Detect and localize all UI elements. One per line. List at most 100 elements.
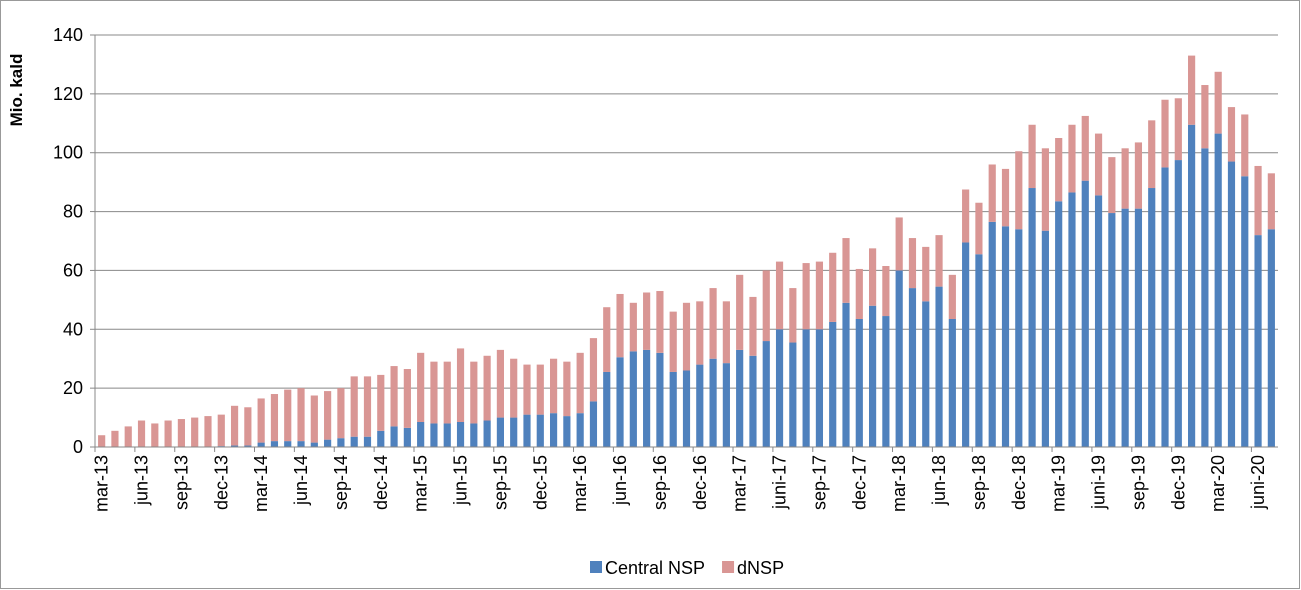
bar-segment xyxy=(802,263,810,330)
bar-segment xyxy=(1081,115,1089,181)
bar-segment xyxy=(1148,188,1156,447)
bar-segment xyxy=(1227,161,1236,448)
bar-segment xyxy=(549,413,558,447)
bar-segment xyxy=(869,248,877,306)
bar-segment xyxy=(1015,229,1023,447)
bar-segment xyxy=(403,369,411,428)
x-tick-label: dec-16 xyxy=(690,455,710,510)
bar-segment xyxy=(802,329,810,447)
bar-segment xyxy=(815,261,824,330)
bar-segment xyxy=(244,407,252,446)
bar-segment xyxy=(656,352,664,447)
bar-segment xyxy=(1134,208,1143,447)
bar-segment xyxy=(616,293,624,358)
y-tick-label: 40 xyxy=(63,319,83,339)
x-tick-label: jun-18 xyxy=(929,455,949,506)
y-tick-label: 0 xyxy=(73,437,83,457)
x-tick-label: dec-18 xyxy=(1009,455,1029,510)
bar-segment xyxy=(456,348,465,422)
bar-segment xyxy=(563,416,571,447)
bar-segment xyxy=(510,417,518,447)
x-tick-label: sep-15 xyxy=(490,455,510,510)
legend-label: Central NSP xyxy=(605,558,705,578)
bar-segment xyxy=(257,442,265,447)
bar-segment xyxy=(217,414,225,447)
bar-segment xyxy=(948,318,956,447)
bar-segment xyxy=(549,358,558,414)
y-axis-label: Mio. kald xyxy=(7,54,26,127)
x-tick-label: dec-15 xyxy=(530,455,550,510)
bar-segment xyxy=(1214,133,1222,448)
bar-segment xyxy=(337,438,345,447)
bar-segment xyxy=(111,430,119,447)
x-tick-label: sep-13 xyxy=(171,455,191,510)
bar-segment xyxy=(775,261,784,330)
x-tick-label: jun-13 xyxy=(132,455,152,506)
x-tick-label: mar-17 xyxy=(730,455,750,512)
axes: 0 20 40 60 80 100 120 140 mar-13 jun-13 sep-13 dec-… xyxy=(53,25,1278,578)
bar-segment xyxy=(589,338,598,402)
bar-segment xyxy=(749,355,757,447)
bar-segment xyxy=(124,426,132,447)
bar-segment xyxy=(815,329,824,447)
bar-segment xyxy=(244,445,252,447)
bar-segment xyxy=(456,421,465,447)
x-tick-label: mar-18 xyxy=(889,455,909,512)
bar-segment xyxy=(1241,114,1249,177)
bar-segment xyxy=(1174,98,1182,161)
bar-segment xyxy=(1134,142,1143,209)
x-tick-label: sep-17 xyxy=(809,455,829,510)
bar-segment xyxy=(443,361,451,424)
bar-segment xyxy=(496,349,504,418)
bar-segment xyxy=(270,394,279,442)
bar-segment xyxy=(310,395,318,443)
bar-segment xyxy=(430,423,438,447)
bar-segment xyxy=(1174,160,1182,448)
bar-segment xyxy=(1161,167,1169,447)
y-tick-label: 100 xyxy=(53,143,83,163)
x-tick-label: jun-16 xyxy=(610,455,630,506)
bar-segment xyxy=(855,268,863,319)
bar-segment xyxy=(882,316,890,447)
bar-segment xyxy=(975,254,983,447)
bar-segment xyxy=(284,441,292,447)
bar-segment xyxy=(775,329,784,447)
bar-segment xyxy=(98,435,106,447)
bar-segment xyxy=(363,436,372,447)
x-tick-label: mar-20 xyxy=(1208,455,1228,512)
bar-segment xyxy=(1267,229,1275,447)
bar-segment xyxy=(935,235,943,287)
bar-segment xyxy=(257,398,265,443)
bar-segment xyxy=(470,423,478,447)
bar-segment xyxy=(869,305,877,447)
x-tick-label: mar-15 xyxy=(411,455,431,512)
x-tick-label: sep-16 xyxy=(650,455,670,510)
bar-segment xyxy=(696,364,704,447)
bar-segment xyxy=(563,361,571,417)
y-tick-label: 80 xyxy=(63,202,83,222)
bar-segment xyxy=(1254,165,1262,236)
bar-segment xyxy=(204,416,212,447)
bar-segment xyxy=(417,352,425,422)
bar-segment xyxy=(1201,148,1209,448)
bar-segment xyxy=(417,421,425,447)
x-tick-label: juni-20 xyxy=(1248,455,1268,510)
x-tick-label: dec-17 xyxy=(849,455,869,510)
bar-segment xyxy=(895,217,903,271)
y-tick-label: 140 xyxy=(53,25,83,45)
bar-segment xyxy=(297,388,305,442)
bar-segment xyxy=(536,414,544,447)
bar-segment xyxy=(1001,226,1010,447)
bar-segment xyxy=(669,371,677,447)
x-tick-label: jun-14 xyxy=(291,455,311,506)
bar-segment xyxy=(1254,235,1262,447)
bar-segment xyxy=(1161,99,1169,168)
y-tick-label: 20 xyxy=(63,378,83,398)
x-tick-label: sep-18 xyxy=(969,455,989,510)
bar-segment xyxy=(1148,120,1156,189)
bar-segment xyxy=(988,164,996,222)
bar-segment xyxy=(1227,107,1236,162)
bar-segment xyxy=(1188,124,1196,447)
bar-segment xyxy=(523,364,531,415)
